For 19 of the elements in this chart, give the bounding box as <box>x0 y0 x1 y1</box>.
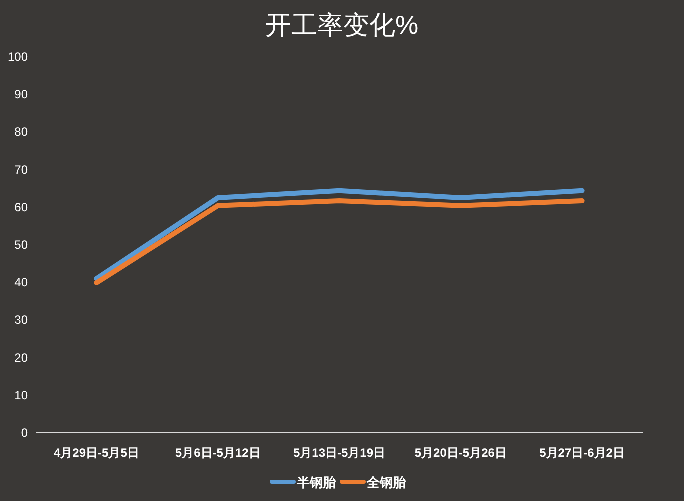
y-tick-label: 70 <box>14 162 28 177</box>
x-tick-label: 5月27日-6月2日 <box>540 446 625 460</box>
y-tick-label: 50 <box>14 238 28 252</box>
x-tick-label: 4月29日-5月5日 <box>54 446 140 460</box>
y-tick-label: 40 <box>14 276 28 290</box>
y-tick-label: 20 <box>14 350 28 365</box>
y-tick-label: 30 <box>14 313 28 328</box>
y-tick-label: 60 <box>14 200 28 214</box>
x-tick-label: 5月13日-5月19日 <box>293 446 386 460</box>
y-tick-label: 90 <box>14 88 28 102</box>
y-tick-label: 0 <box>21 426 28 440</box>
x-tick-label: 5月20日-5月26日 <box>414 446 507 460</box>
legend-label: 全钢胎 <box>366 475 407 490</box>
legend-label: 半钢胎 <box>296 475 337 490</box>
y-tick-label: 100 <box>8 50 28 64</box>
chart-title: 开工率变化% <box>265 10 419 40</box>
y-tick-label: 80 <box>14 125 28 140</box>
y-tick-label: 10 <box>14 388 28 402</box>
x-tick-label: 5月6日-5月12日 <box>175 446 261 460</box>
